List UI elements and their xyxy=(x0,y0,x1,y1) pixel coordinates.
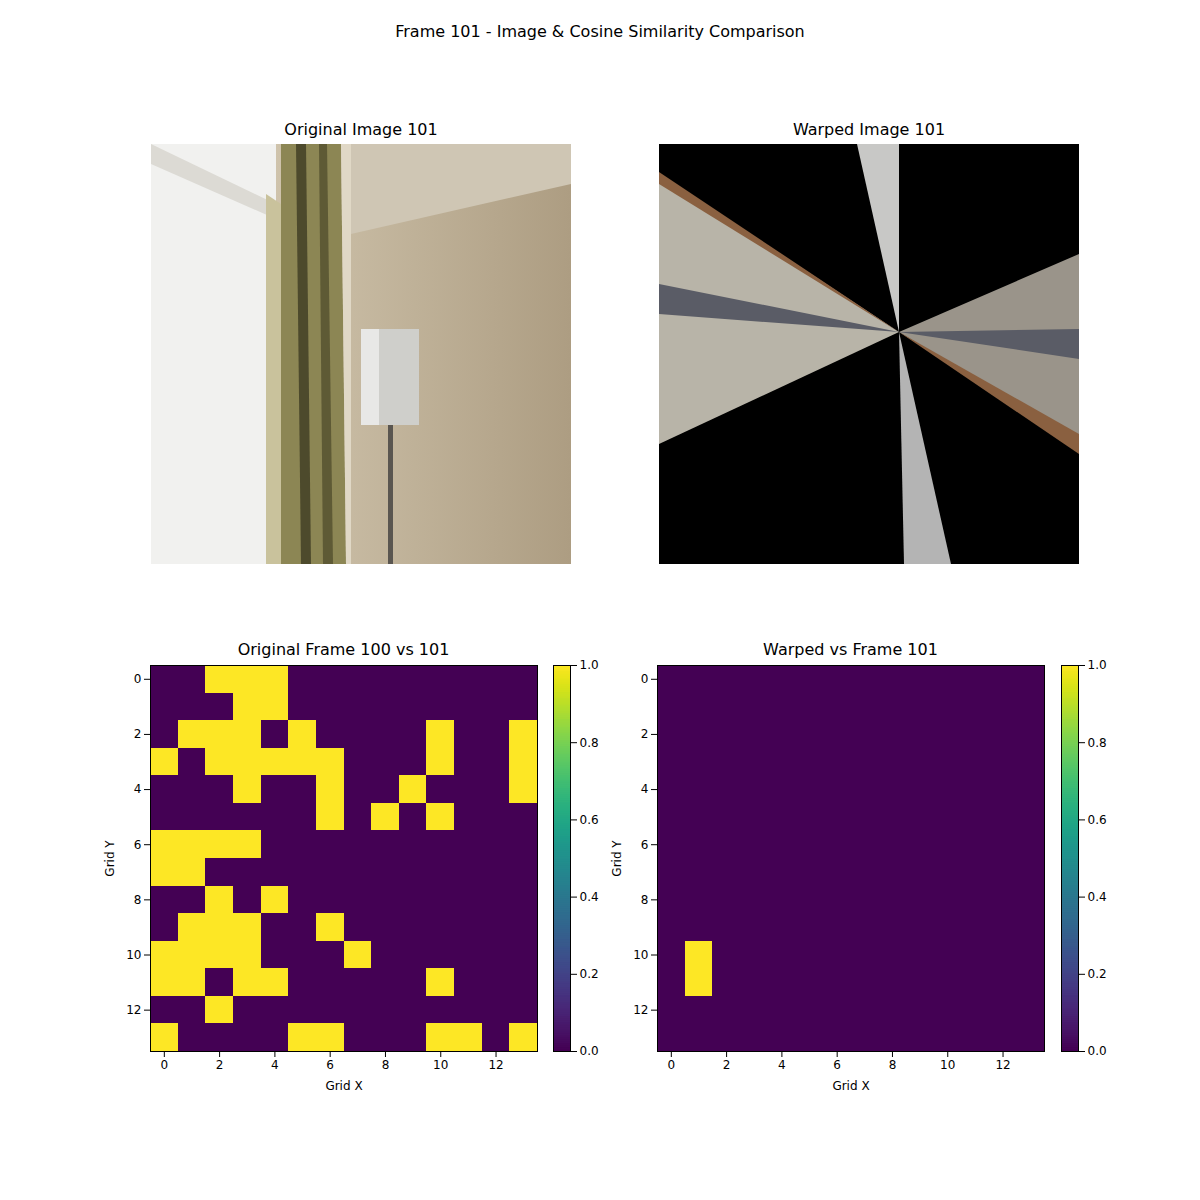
svg-text:0.8: 0.8 xyxy=(580,736,599,750)
svg-text:2: 2 xyxy=(641,727,649,741)
svg-text:0: 0 xyxy=(161,1058,169,1072)
svg-text:12: 12 xyxy=(126,1003,141,1017)
html-text:Warped vs Frame 101: Warped vs Frame 101 xyxy=(763,640,938,659)
svg-text:6: 6 xyxy=(326,1058,334,1072)
svg-text:1.0: 1.0 xyxy=(580,658,599,672)
svg-text:0.2: 0.2 xyxy=(580,967,599,981)
svg-text:0: 0 xyxy=(134,672,142,686)
svg-text:0.4: 0.4 xyxy=(1088,890,1107,904)
svg-text:2: 2 xyxy=(723,1058,731,1072)
svg-text:0.6: 0.6 xyxy=(580,813,599,827)
svg-text:0.0: 0.0 xyxy=(1088,1044,1107,1058)
svg-text:8: 8 xyxy=(889,1058,897,1072)
svg-text:6: 6 xyxy=(833,1058,841,1072)
svg-text:10: 10 xyxy=(126,948,141,962)
svg-text:0.6: 0.6 xyxy=(1088,813,1107,827)
svg-text:0.4: 0.4 xyxy=(580,890,599,904)
svg-text:12: 12 xyxy=(995,1058,1010,1072)
html-text:Original Image 101: Original Image 101 xyxy=(284,120,438,139)
svg-text:2: 2 xyxy=(134,727,142,741)
svg-text:0: 0 xyxy=(641,672,649,686)
svg-text:8: 8 xyxy=(382,1058,390,1072)
svg-text:12: 12 xyxy=(633,1003,648,1017)
svg-text:4: 4 xyxy=(641,782,649,796)
svg-text:0: 0 xyxy=(668,1058,676,1072)
svg-text:4: 4 xyxy=(778,1058,786,1072)
svg-text:10: 10 xyxy=(940,1058,955,1072)
svg-text:4: 4 xyxy=(271,1058,279,1072)
svg-text:0.8: 0.8 xyxy=(1088,736,1107,750)
svg-text:0.0: 0.0 xyxy=(580,1044,599,1058)
html-text:Original Frame 100 vs 101: Original Frame 100 vs 101 xyxy=(237,640,450,659)
svg-text:4: 4 xyxy=(134,782,142,796)
svg-text:8: 8 xyxy=(641,893,649,907)
svg-text:10: 10 xyxy=(433,1058,448,1072)
svg-text:10: 10 xyxy=(633,948,648,962)
svg-text:12: 12 xyxy=(488,1058,503,1072)
svg-text:6: 6 xyxy=(134,838,142,852)
svg-text:1.0: 1.0 xyxy=(1088,658,1107,672)
svg-text:6: 6 xyxy=(641,838,649,852)
svg-text:Grid Y: Grid Y xyxy=(610,840,624,877)
svg-text:0.2: 0.2 xyxy=(1088,967,1107,981)
svg-text:Grid X: Grid X xyxy=(832,1079,869,1093)
svg-text:2: 2 xyxy=(216,1058,224,1072)
svg-text:Grid Y: Grid Y xyxy=(103,840,117,877)
html-text:Warped Image 101: Warped Image 101 xyxy=(792,120,946,139)
svg-text:8: 8 xyxy=(134,893,142,907)
svg-text:Grid X: Grid X xyxy=(325,1079,362,1093)
html-text:Frame 101 - Image & Cosine Sim: Frame 101 - Image & Cosine Similarity Co… xyxy=(395,22,805,41)
